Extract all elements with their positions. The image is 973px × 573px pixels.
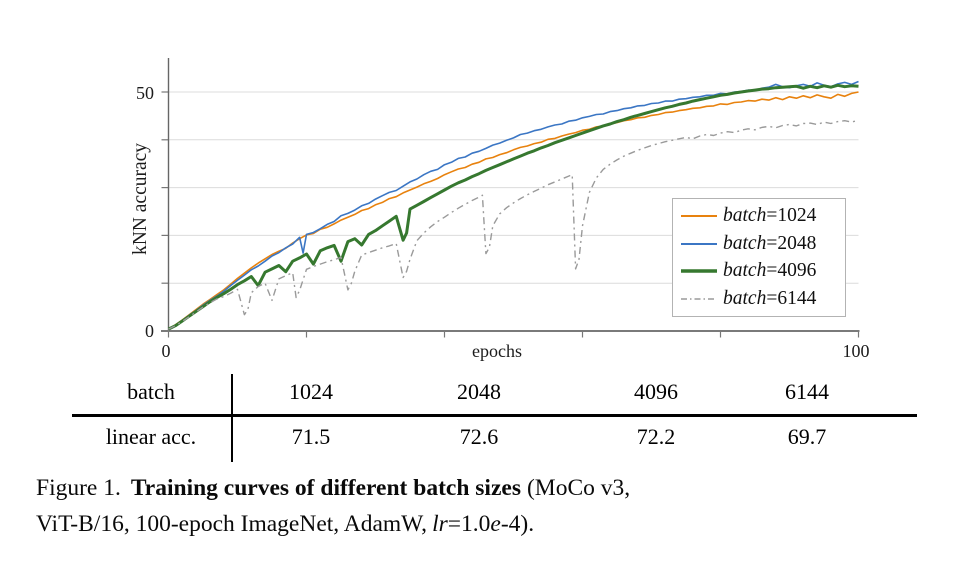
curve-batch-6144 xyxy=(168,119,859,330)
x-tick-label-100: 100 xyxy=(842,341,870,361)
legend-row-batch-6144: batch=6144 xyxy=(679,285,845,313)
table-header-4096: 4096 xyxy=(634,379,678,404)
caption-end: -4). xyxy=(500,510,535,537)
caption-e-italic: e xyxy=(490,510,501,537)
legend-var: batch xyxy=(723,288,767,310)
legend-row-batch-2048: batch=2048 xyxy=(679,230,845,258)
caption-after-title: (MoCo v3, xyxy=(526,475,631,501)
caption-figure-label: Figure 1. xyxy=(36,475,121,501)
legend-label: batch=4096 xyxy=(723,260,816,282)
legend-line-sample-green xyxy=(681,269,717,274)
legend-label: batch=2048 xyxy=(723,233,816,255)
x-axis-title: epochs xyxy=(472,341,522,361)
legend-line-sample-gray-dashdot xyxy=(681,298,717,300)
legend-value: =4096 xyxy=(766,260,817,282)
table-value-72-6: 72.6 xyxy=(459,424,499,449)
legend-var: batch xyxy=(723,260,767,282)
table-value-72-2: 72.2 xyxy=(636,424,676,449)
x-tick-label-0: 0 xyxy=(161,341,171,361)
caption-line-1: Figure 1. Training curves of different ba… xyxy=(36,471,966,507)
table-row-label-linear-acc: linear acc. xyxy=(105,424,197,449)
table-header-1024: 1024 xyxy=(289,379,333,404)
legend-label: batch=6144 xyxy=(723,288,816,310)
curve-batch-4096 xyxy=(167,83,859,331)
table-value-71-5: 71.5 xyxy=(291,424,331,449)
legend-value: =1024 xyxy=(766,204,817,226)
legend-row-batch-1024: batch=1024 xyxy=(679,202,845,230)
caption-settings: ViT-B/16, 100-epoch ImageNet, AdamW, xyxy=(36,510,428,537)
caption-line-2: ViT-B/16, 100-epoch ImageNet, AdamW, lr=1… xyxy=(36,507,966,543)
caption-title-bold: Training curves of different batch sizes xyxy=(130,475,521,501)
y-tick-label-0: 0 xyxy=(145,321,154,341)
legend-var: batch xyxy=(723,232,767,254)
table-value-69-7: 69.7 xyxy=(787,424,827,449)
table-header-batch: batch xyxy=(127,379,175,404)
table-horizontal-rule xyxy=(72,414,917,417)
legend-value: =6144 xyxy=(766,288,817,310)
legend-row-batch-4096: batch=4096 xyxy=(679,258,845,286)
legend-var: batch xyxy=(723,204,767,226)
caption-lr-italic: lr xyxy=(432,510,448,537)
figure-caption: Figure 1. Training curves of different ba… xyxy=(36,471,966,542)
table-header-2048: 2048 xyxy=(457,379,501,404)
chart-legend: batch=1024 batch=2048 batch=4096 batch=6… xyxy=(672,198,846,317)
table-vertical-divider xyxy=(231,374,233,462)
training-curves-chart xyxy=(161,58,860,338)
y-tick-label-50: 50 xyxy=(136,83,154,103)
table-header-6144: 6144 xyxy=(785,379,829,404)
legend-line-sample-blue xyxy=(681,242,717,245)
legend-line-sample-orange xyxy=(681,214,717,217)
legend-value: =2048 xyxy=(766,232,817,254)
legend-label: batch=1024 xyxy=(723,205,816,227)
y-axis-title: kNN accuracy xyxy=(130,142,151,256)
caption-lr-value: =1.0 xyxy=(447,510,491,537)
